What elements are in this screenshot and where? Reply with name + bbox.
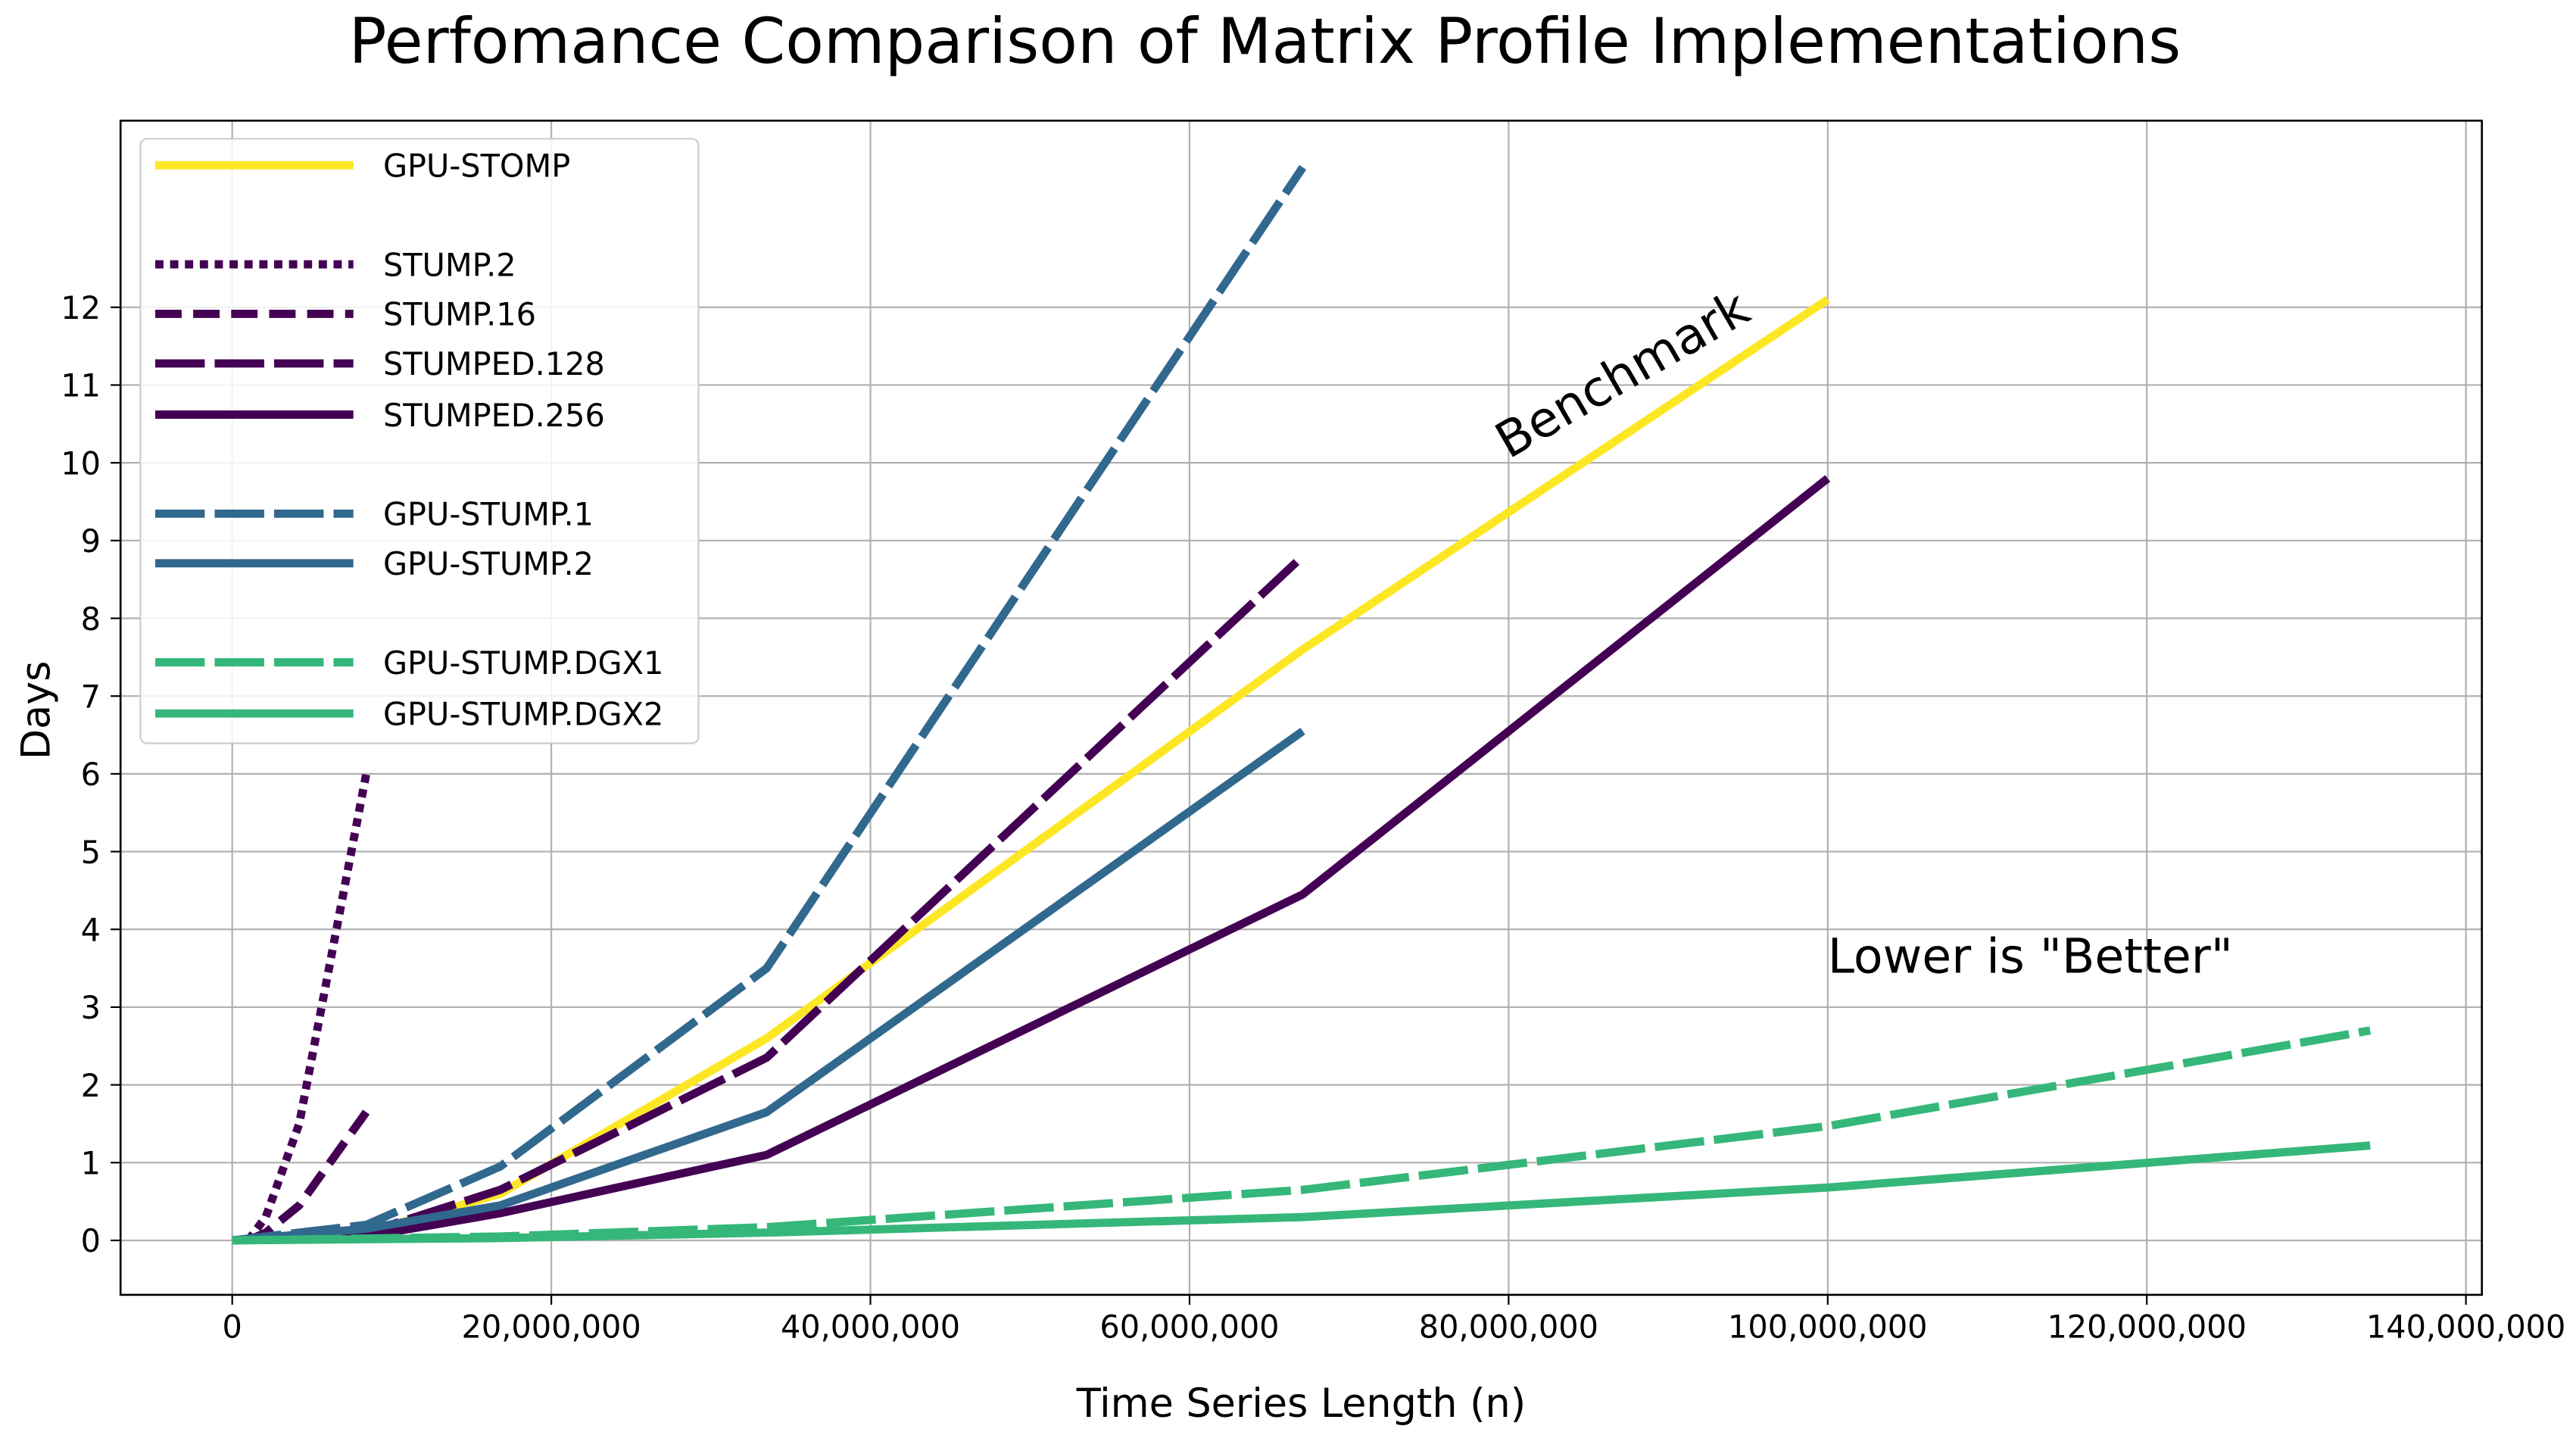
y-axis-label: Days — [13, 661, 59, 760]
y-tick-label: 11 — [61, 368, 101, 404]
y-tick-label: 1 — [81, 1146, 101, 1182]
legend-label: STUMP.16 — [383, 297, 536, 333]
y-tick-label: 2 — [81, 1068, 101, 1104]
legend-label: GPU-STOMP — [383, 148, 570, 184]
grid — [120, 120, 2482, 1295]
series-layer — [232, 164, 2372, 1245]
legend-label: STUMP.2 — [383, 247, 516, 283]
x-tick-label: 60,000,000 — [1099, 1309, 1279, 1346]
annotation-lower-is-better: Lower is "Better" — [1828, 928, 2233, 984]
series-line-stump-16 — [246, 1109, 370, 1244]
chart-title: Perfomance Comparison of Matrix Profile … — [349, 5, 2181, 78]
ticks: 0 20,000,000 40,000,000 60,000,000 80,000,00… — [61, 290, 2565, 1346]
x-tick-label: 20,000,000 — [462, 1309, 641, 1346]
legend-label: GPU-STUMP.DGX1 — [383, 645, 663, 682]
x-tick-label: 120,000,000 — [2047, 1309, 2247, 1346]
plot-frame — [119, 120, 2484, 1296]
y-tick-label: 7 — [81, 679, 101, 715]
y-tick-label: 3 — [81, 990, 101, 1026]
legend-label: STUMPED.128 — [383, 346, 605, 382]
x-tick-label: 40,000,000 — [781, 1309, 960, 1346]
legend-label: STUMPED.256 — [383, 398, 605, 434]
x-tick-label: 100,000,000 — [1728, 1309, 1928, 1346]
series-line-stump-2 — [245, 772, 371, 1243]
series-line-gpu-stump-2 — [232, 727, 1305, 1245]
y-tick-label: 5 — [81, 835, 101, 871]
x-axis-label: Time Series Length (n) — [1076, 1381, 1526, 1427]
x-tick-label: 0 — [223, 1309, 242, 1346]
x-tick-label: 140,000,000 — [2366, 1309, 2566, 1346]
x-tick-label: 80,000,000 — [1419, 1309, 1598, 1346]
y-tick-label: 12 — [61, 290, 101, 326]
y-tick-label: 8 — [81, 601, 101, 638]
legend-label: GPU-STUMP.2 — [383, 546, 594, 582]
y-tick-label: 0 — [81, 1223, 101, 1259]
legend-label: GPU-STUMP.1 — [383, 497, 594, 533]
legend: GPU-STOMP STUMP.2 STUMP.16 STUMPED.128 STUMP… — [139, 138, 700, 744]
legend-label: GPU-STUMP.DGX2 — [383, 696, 663, 732]
series-line-gpu-stump-dgx1 — [232, 1026, 2372, 1245]
y-tick-label: 6 — [81, 757, 101, 793]
y-tick-label: 10 — [61, 445, 101, 482]
series-line-gpu-stump-dgx2 — [232, 1141, 2371, 1245]
legend-box — [139, 138, 700, 744]
y-tick-label: 4 — [81, 913, 101, 949]
y-tick-label: 9 — [81, 523, 101, 560]
